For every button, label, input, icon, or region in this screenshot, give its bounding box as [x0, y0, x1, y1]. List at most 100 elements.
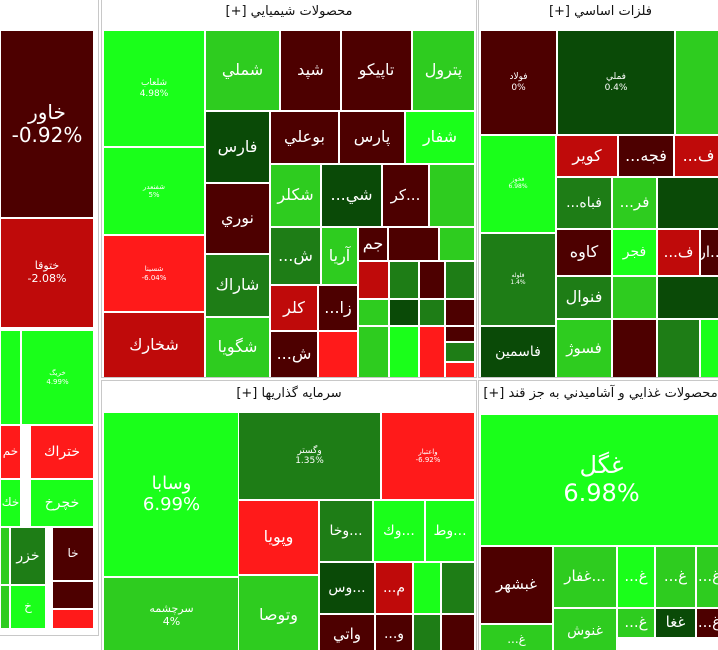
stock-tile[interactable]: فاسمين [480, 326, 556, 378]
stock-tile[interactable] [612, 319, 657, 378]
stock-tile[interactable]: شي... [321, 164, 382, 227]
stock-tile[interactable]: خچرخ [30, 479, 94, 527]
stock-tile[interactable] [358, 261, 389, 299]
stock-tile[interactable]: فر... [612, 177, 657, 229]
stock-tile[interactable]: وگستر 1.35% [238, 412, 381, 500]
stock-tile[interactable]: شلعاب 4.98% [103, 30, 205, 147]
stock-tile[interactable] [445, 342, 475, 362]
sector-title-chemical[interactable]: محصولات شيميايي [+] [225, 4, 353, 19]
stock-tile[interactable] [657, 276, 718, 319]
stock-tile[interactable]: غ... [480, 624, 553, 650]
stock-tile[interactable]: فخوز 6.98% [480, 135, 556, 233]
stock-tile[interactable] [389, 326, 419, 378]
stock-tile[interactable]: غ... [617, 608, 655, 638]
stock-tile[interactable]: غبشهر [480, 546, 553, 624]
stock-tile[interactable]: خم [0, 425, 21, 479]
stock-tile[interactable]: جم [358, 227, 388, 261]
stock-tile[interactable] [441, 614, 475, 650]
stock-tile[interactable] [675, 30, 718, 135]
stock-tile[interactable]: فولاد 0% [480, 30, 557, 135]
stock-tile[interactable]: واتي [319, 614, 375, 650]
stock-tile[interactable]: ف... [674, 135, 718, 177]
stock-tile[interactable]: فجر [612, 229, 657, 276]
stock-tile[interactable] [419, 261, 445, 299]
stock-tile[interactable] [389, 299, 419, 326]
stock-tile[interactable]: شكلر [270, 164, 321, 227]
stock-tile[interactable] [612, 276, 657, 319]
stock-tile[interactable]: آريا [321, 227, 358, 285]
stock-tile[interactable] [657, 319, 700, 378]
stock-tile[interactable]: و... [375, 614, 413, 650]
stock-tile[interactable] [445, 299, 475, 326]
stock-tile[interactable] [52, 581, 94, 609]
stock-tile[interactable]: خزر [10, 527, 46, 585]
stock-tile[interactable]: وتوصا [238, 575, 319, 650]
stock-tile[interactable]: غگل 6.98% [480, 414, 718, 546]
stock-tile[interactable]: خريگ 4.99% [21, 330, 94, 425]
stock-tile[interactable] [445, 362, 475, 378]
stock-tile[interactable]: نوري [205, 183, 270, 254]
stock-tile[interactable]: غنوش [553, 608, 617, 650]
stock-tile[interactable]: فملي 0.4% [557, 30, 675, 135]
stock-tile[interactable]: ...كر [382, 164, 429, 227]
stock-tile[interactable] [419, 299, 445, 326]
stock-tile[interactable] [429, 164, 475, 227]
stock-tile[interactable]: غ... [617, 546, 655, 608]
stock-tile[interactable]: ...وس [319, 562, 375, 614]
sector-title-investment[interactable]: سرمايه گذاريها [+] [236, 386, 342, 401]
stock-tile[interactable]: شخارك [103, 312, 205, 378]
stock-tile[interactable]: غ... [655, 546, 696, 608]
stock-tile[interactable] [358, 326, 389, 378]
stock-tile[interactable] [445, 326, 475, 342]
stock-tile[interactable]: خاور -0.92% [0, 30, 94, 218]
stock-tile[interactable]: شملي [205, 30, 280, 111]
stock-tile[interactable]: غغا [655, 608, 696, 638]
stock-tile[interactable]: واعتبار -6.92% [381, 412, 475, 500]
stock-tile[interactable] [419, 326, 445, 378]
sector-title-basic-metals[interactable]: فلزات اساسي [+] [548, 4, 653, 19]
stock-tile[interactable]: ...وخا [319, 500, 373, 562]
stock-tile[interactable] [388, 227, 439, 261]
stock-tile[interactable]: ش... [270, 331, 318, 378]
stock-tile[interactable]: ف... [657, 229, 700, 276]
stock-tile[interactable]: ختراك [30, 425, 94, 479]
stock-tile[interactable]: تاپيكو [341, 30, 412, 111]
stock-tile[interactable]: پارس [339, 111, 405, 164]
stock-tile[interactable] [0, 330, 21, 425]
stock-tile[interactable]: فسوژ [556, 319, 612, 378]
stock-tile[interactable]: فباه... [556, 177, 612, 229]
stock-tile[interactable]: فجه... [618, 135, 674, 177]
stock-tile[interactable]: وپويا [238, 500, 319, 575]
stock-tile[interactable]: خك [0, 479, 21, 527]
stock-tile[interactable] [358, 299, 389, 326]
stock-tile[interactable]: كاوه [556, 229, 612, 276]
stock-tile[interactable] [389, 261, 419, 299]
stock-tile[interactable]: غ... [696, 608, 718, 638]
stock-tile[interactable]: ...وط [425, 500, 475, 562]
stock-tile[interactable]: ...ار [700, 229, 718, 276]
stock-tile[interactable]: پترول [412, 30, 475, 111]
stock-tile[interactable]: كلر [270, 285, 318, 331]
stock-tile[interactable] [413, 614, 441, 650]
stock-tile[interactable]: شفنعدر 5% [103, 147, 205, 235]
stock-tile[interactable] [413, 562, 441, 614]
stock-tile[interactable]: زا... [318, 285, 358, 331]
stock-tile[interactable]: فلوله 1.4% [480, 233, 556, 326]
stock-tile[interactable] [700, 319, 718, 378]
stock-tile[interactable] [439, 227, 475, 261]
stock-tile[interactable] [441, 562, 475, 614]
stock-tile[interactable]: شفار [405, 111, 475, 164]
stock-tile[interactable] [52, 609, 94, 629]
stock-tile[interactable]: فنوال [556, 276, 612, 319]
stock-tile[interactable]: شگويا [205, 317, 270, 378]
stock-tile[interactable] [0, 527, 10, 585]
stock-tile[interactable]: خا [52, 527, 94, 581]
stock-tile[interactable]: سرچشمه 4% [103, 577, 240, 650]
stock-tile[interactable]: كوير [556, 135, 618, 177]
stock-tile[interactable] [445, 261, 475, 299]
sector-title-food[interactable]: محصولات غذايي و آشاميدني به جز قند [+] [483, 386, 718, 401]
stock-tile[interactable]: ...وك [373, 500, 425, 562]
stock-tile[interactable] [657, 177, 718, 229]
stock-tile[interactable]: شپد [280, 30, 341, 111]
stock-tile[interactable]: ش... [270, 227, 321, 285]
